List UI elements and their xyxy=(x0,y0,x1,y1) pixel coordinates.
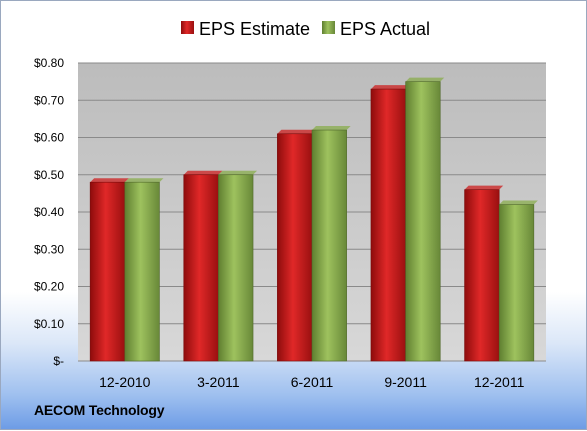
y-tick-label: $0.70 xyxy=(34,93,64,107)
legend: EPS Estimate EPS Actual xyxy=(181,19,430,39)
legend-swatch-actual xyxy=(322,21,335,34)
bar-top-actual xyxy=(405,77,445,82)
bar-actual-6-2011 xyxy=(311,129,347,362)
bar-actual-12-2010 xyxy=(124,181,160,362)
bar-top-actual xyxy=(124,178,164,183)
y-tick-label: $0.10 xyxy=(34,317,64,331)
y-tick-label: $- xyxy=(53,354,64,368)
bar-top-estimate xyxy=(464,185,504,190)
x-category-label: 12-2010 xyxy=(99,374,151,390)
bar-estimate-6-2011 xyxy=(277,133,313,362)
bars xyxy=(89,77,538,362)
x-category-label: 3-2011 xyxy=(197,374,240,390)
y-tick-label: $0.20 xyxy=(34,280,64,294)
company-label: AECOM Technology xyxy=(34,402,165,418)
x-category-label: 6-2011 xyxy=(291,374,334,390)
bar-estimate-12-2011 xyxy=(464,189,500,362)
bar-actual-12-2011 xyxy=(498,204,535,362)
y-axis-tick-labels: $- $0.10 $0.20 $0.30 $0.40 $0.50 $0.60 $0.70 $0.… xyxy=(34,56,64,368)
y-tick-label: $0.50 xyxy=(34,168,64,182)
legend-label-actual: EPS Actual xyxy=(340,19,430,39)
x-axis-category-labels: 12-2010 3-2011 6-2011 9-2011 12-2011 xyxy=(99,374,524,390)
y-tick-label: $0.60 xyxy=(34,131,64,145)
y-tick-label: $0.30 xyxy=(34,242,64,256)
bar-top-actual xyxy=(312,126,351,131)
bar-top-estimate xyxy=(277,129,316,134)
legend-swatch-estimate xyxy=(181,21,194,34)
bar-top-actual xyxy=(499,200,538,205)
y-tick-label: $0.40 xyxy=(34,205,64,219)
bar-estimate-9-2011 xyxy=(370,88,406,362)
bar-top-estimate xyxy=(90,178,129,183)
bar-estimate-3-2011 xyxy=(183,174,219,362)
x-category-label: 9-2011 xyxy=(384,374,427,390)
y-tick-label: $0.80 xyxy=(34,56,64,70)
x-category-label: 12-2011 xyxy=(474,374,525,390)
bar-top-actual xyxy=(218,170,258,175)
bar-actual-9-2011 xyxy=(405,81,441,362)
bar-top-estimate xyxy=(370,85,410,90)
bar-actual-3-2011 xyxy=(218,174,254,362)
bar-estimate-12-2010 xyxy=(89,181,126,362)
bar-top-estimate xyxy=(183,170,223,175)
legend-label-estimate: EPS Estimate xyxy=(199,19,310,39)
